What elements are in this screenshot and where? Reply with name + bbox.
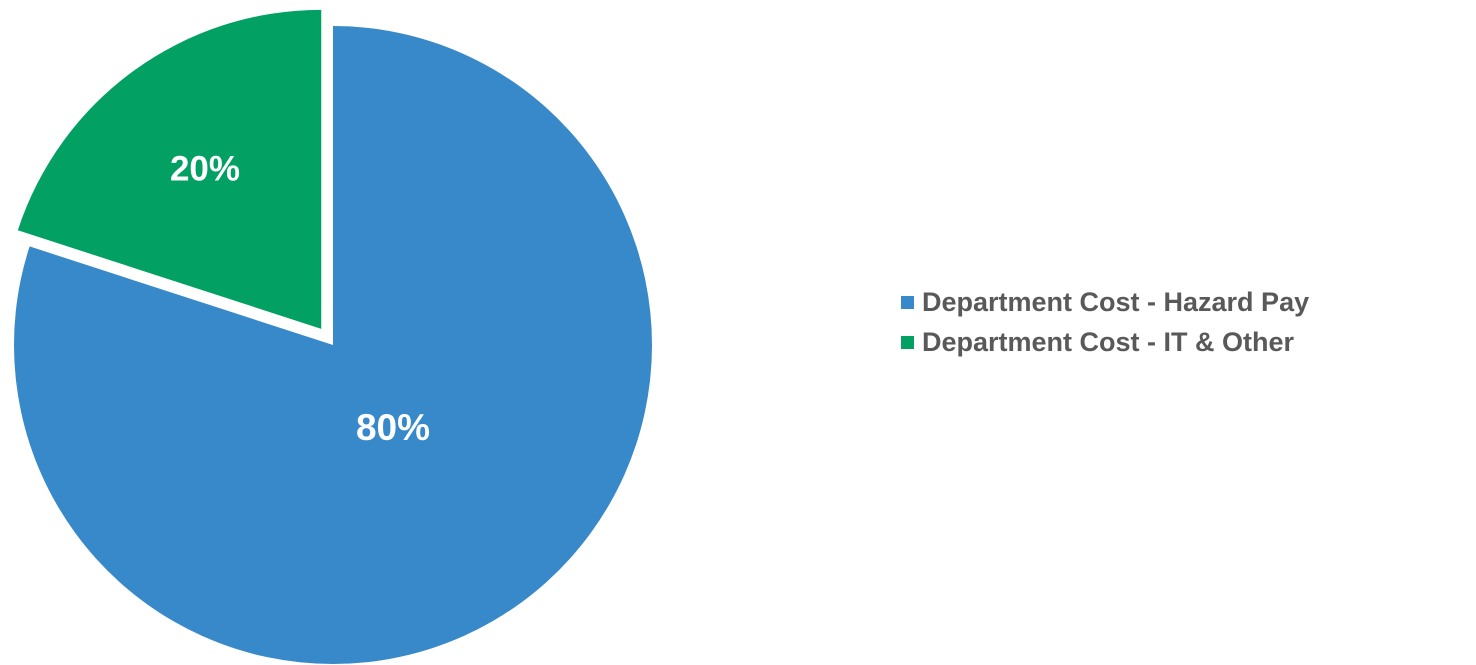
pie-slice-it-other	[17, 9, 322, 329]
pie-slice-hazard-pay	[14, 26, 652, 664]
data-label-it-other: 20%	[170, 149, 240, 188]
legend-label-hazard-pay: Department Cost - Hazard Pay	[922, 286, 1310, 317]
legend-item-hazard-pay: Department Cost - Hazard Pay	[901, 282, 1309, 322]
chart-legend: Department Cost - Hazard Pay Department …	[901, 282, 1309, 362]
legend-swatch-it-other	[901, 335, 914, 349]
legend-item-it-other: Department Cost - IT & Other	[901, 322, 1309, 362]
legend-swatch-hazard-pay	[901, 295, 914, 309]
data-label-hazard-pay: 80%	[356, 407, 430, 448]
legend-label-it-other: Department Cost - IT & Other	[922, 326, 1295, 357]
